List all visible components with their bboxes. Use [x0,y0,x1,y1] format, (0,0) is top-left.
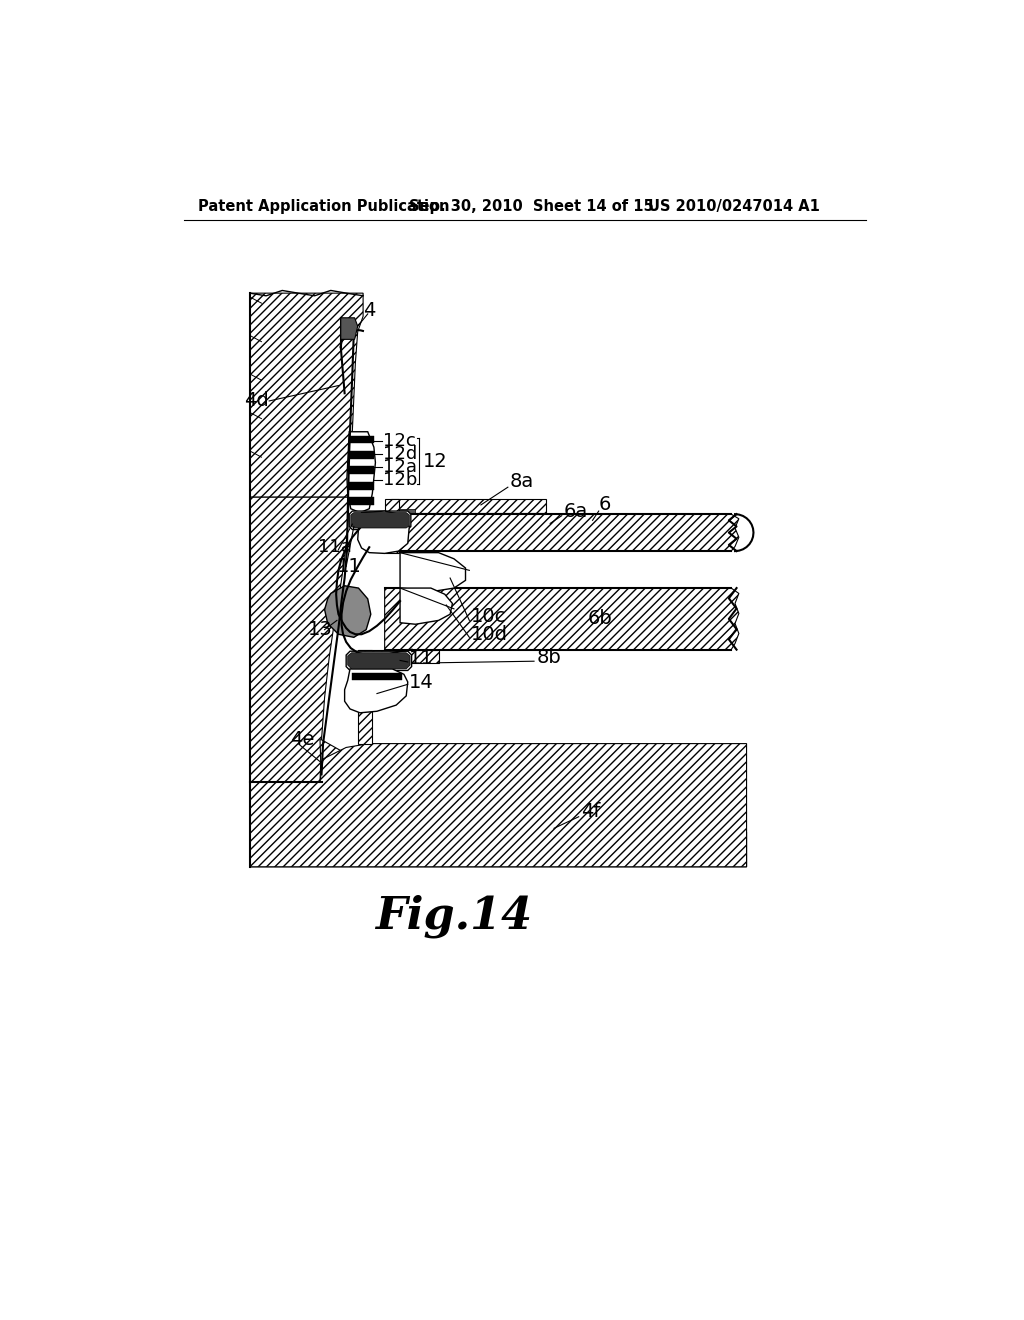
Polygon shape [400,553,466,591]
Text: 12d: 12d [383,445,418,463]
Text: 13: 13 [307,620,333,639]
Polygon shape [250,498,349,781]
Polygon shape [250,293,364,498]
Polygon shape [325,586,371,638]
Polygon shape [385,589,739,649]
Text: 12c: 12c [383,432,416,450]
Text: 6: 6 [599,495,611,515]
Polygon shape [345,669,408,713]
Text: 4d: 4d [245,392,269,411]
Text: Fig.14: Fig.14 [376,895,532,937]
Text: Sep. 30, 2010  Sheet 14 of 15: Sep. 30, 2010 Sheet 14 of 15 [410,198,654,214]
Text: 8b: 8b [538,648,562,667]
Polygon shape [349,436,374,444]
Text: US 2010/0247014 A1: US 2010/0247014 A1 [648,198,820,214]
Polygon shape [357,649,372,743]
Polygon shape [391,499,547,512]
Polygon shape [352,673,401,680]
Polygon shape [385,499,398,553]
Text: 11a: 11a [317,539,351,556]
Text: 4: 4 [364,301,376,321]
Polygon shape [349,466,374,474]
Text: 11: 11 [410,649,434,668]
Polygon shape [348,653,410,669]
Text: 14: 14 [410,672,434,692]
Polygon shape [349,511,411,529]
Polygon shape [357,511,410,553]
Text: 8a: 8a [509,473,534,491]
Polygon shape [348,498,374,506]
Polygon shape [349,451,374,459]
Polygon shape [349,482,374,490]
Polygon shape [357,649,438,663]
Polygon shape [351,512,410,528]
Text: 10d: 10d [471,624,508,644]
Polygon shape [341,318,357,339]
Text: 4f: 4f [581,801,600,821]
Text: 6a: 6a [563,502,588,520]
Text: Patent Application Publication: Patent Application Publication [199,198,450,214]
Text: 12: 12 [423,451,447,470]
Text: 10c: 10c [471,607,506,626]
Text: 11: 11 [337,557,361,576]
Polygon shape [250,743,746,867]
Polygon shape [400,589,453,624]
Text: 4e: 4e [290,730,314,750]
Text: 12a: 12a [383,458,417,477]
Polygon shape [346,651,412,671]
Polygon shape [250,739,746,867]
Polygon shape [385,515,739,552]
Polygon shape [347,432,376,512]
Text: 6b: 6b [588,610,612,628]
Polygon shape [398,508,416,515]
Text: 12b: 12b [383,471,418,490]
